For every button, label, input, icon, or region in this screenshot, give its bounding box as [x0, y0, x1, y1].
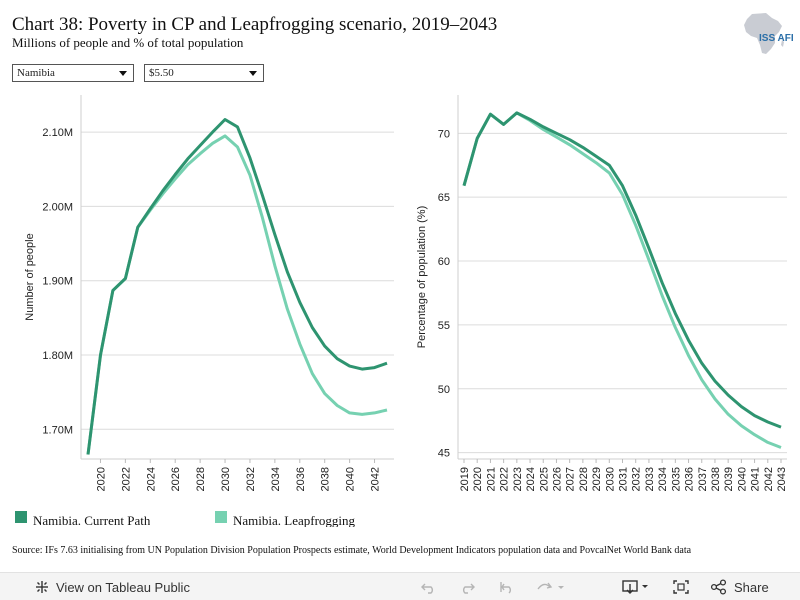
x-tick-label: 2031 [618, 467, 630, 491]
series-line-leapfrogging[interactable] [86, 134, 388, 455]
x-tick-label: 2038 [710, 467, 722, 491]
y-tick-label: 55 [438, 320, 450, 332]
x-tick-label: 2026 [170, 467, 182, 491]
poverty-line-select[interactable]: $5.50 [144, 64, 264, 82]
x-tick-label: 2028 [195, 467, 207, 491]
undo-icon [421, 583, 433, 594]
x-tick-label: 2022 [120, 467, 132, 491]
x-tick-label: 2042 [370, 467, 382, 491]
x-tick-label: 2034 [270, 467, 282, 491]
refresh-icon [537, 582, 564, 590]
logo-text: ISS AFI [759, 33, 794, 44]
y-tick-label: 2.10M [42, 127, 73, 139]
x-tick-label: 2022 [499, 467, 511, 491]
view-on-tableau-button[interactable]: View on Tableau Public [34, 579, 190, 595]
chevron-down-icon [249, 71, 257, 76]
legend-swatch-current-path [15, 511, 27, 523]
refresh-button[interactable] [536, 579, 564, 595]
share-icon [710, 579, 727, 595]
x-tick-label: 2020 [472, 467, 484, 491]
x-tick-label: 2027 [565, 467, 577, 491]
y-axis-title: Percentage of population (%) [416, 206, 428, 348]
country-select-value: Namibia [17, 67, 55, 79]
undo-button[interactable] [420, 579, 438, 595]
legend-label-current-path: Namibia. Current Path [33, 513, 151, 527]
africa-map-logo-icon [744, 13, 784, 54]
chevron-down-icon [119, 71, 127, 76]
chart-subtitle: Millions of people and % of total popula… [12, 35, 244, 50]
x-tick-label: 2041 [750, 467, 762, 491]
x-tick-label: 2030 [604, 467, 616, 491]
poverty-line-select-value: $5.50 [149, 67, 174, 79]
y-tick-label: 45 [438, 448, 450, 460]
fullscreen-button[interactable] [672, 579, 690, 595]
x-tick-label: 2020 [95, 467, 107, 491]
tableau-toolbar: View on Tableau Public Share [0, 572, 800, 600]
country-select[interactable]: Namibia [12, 64, 134, 82]
tableau-logo-icon [36, 581, 48, 593]
redo-button[interactable] [458, 579, 476, 595]
x-tick-label: 2026 [551, 467, 563, 491]
revert-button[interactable] [498, 579, 516, 595]
x-tick-label: 2025 [538, 467, 550, 491]
y-tick-label: 50 [438, 384, 450, 396]
legend-item-current-path[interactable]: Namibia. Current Path [15, 508, 150, 527]
x-tick-label: 2042 [763, 467, 775, 491]
x-tick-label: 2029 [591, 467, 603, 491]
y-tick-label: 1.70M [42, 424, 73, 436]
x-tick-label: 2040 [736, 467, 748, 491]
x-tick-label: 2019 [459, 467, 471, 491]
source-note: Source: IFs 7.63 initialising from UN Po… [12, 545, 692, 556]
x-tick-label: 2021 [485, 467, 497, 491]
x-tick-label: 2037 [697, 467, 709, 491]
series-line-current-path[interactable] [86, 118, 388, 455]
y-tick-label: 65 [438, 192, 450, 204]
view-on-tableau-label: View on Tableau Public [56, 579, 190, 595]
y-tick-label: 60 [438, 256, 450, 268]
legend-swatch-leapfrogging [215, 511, 227, 523]
revert-icon [500, 582, 511, 594]
y-tick-label: 1.80M [42, 350, 73, 362]
download-icon [622, 580, 648, 594]
x-tick-label: 2024 [525, 467, 537, 491]
share-button[interactable]: Share [710, 579, 769, 595]
x-tick-label: 2035 [670, 467, 682, 491]
legend-label-leapfrogging: Namibia. Leapfrogging [233, 513, 356, 527]
fullscreen-icon [673, 580, 689, 594]
x-tick-label: 2024 [145, 467, 157, 491]
x-tick-label: 2036 [295, 467, 307, 491]
redo-icon [463, 583, 475, 594]
series-line-leapfrogging[interactable] [462, 111, 782, 449]
x-tick-label: 2038 [320, 467, 332, 491]
x-tick-label: 2028 [578, 467, 590, 491]
x-tick-label: 2023 [512, 467, 524, 491]
x-tick-label: 2039 [723, 467, 735, 491]
share-label: Share [734, 579, 769, 595]
y-tick-label: 2.00M [42, 201, 73, 213]
x-tick-label: 2030 [220, 467, 232, 491]
y-tick-label: 1.90M [42, 276, 73, 288]
x-tick-label: 2033 [644, 467, 656, 491]
x-tick-label: 2034 [657, 467, 669, 491]
x-tick-label: 2040 [345, 467, 357, 491]
y-tick-label: 70 [438, 128, 450, 140]
legend-item-leapfrogging[interactable]: Namibia. Leapfrogging [215, 508, 355, 527]
x-tick-label: 2032 [245, 467, 257, 491]
x-tick-label: 2032 [631, 467, 643, 491]
chart-title: Chart 38: Poverty in CP and Leapfrogging… [12, 14, 498, 35]
x-tick-label: 2036 [684, 467, 696, 491]
x-tick-label: 2043 [776, 467, 788, 491]
download-button[interactable] [622, 579, 652, 595]
y-axis-title: Number of people [24, 233, 36, 320]
series-line-current-path[interactable] [462, 111, 782, 429]
